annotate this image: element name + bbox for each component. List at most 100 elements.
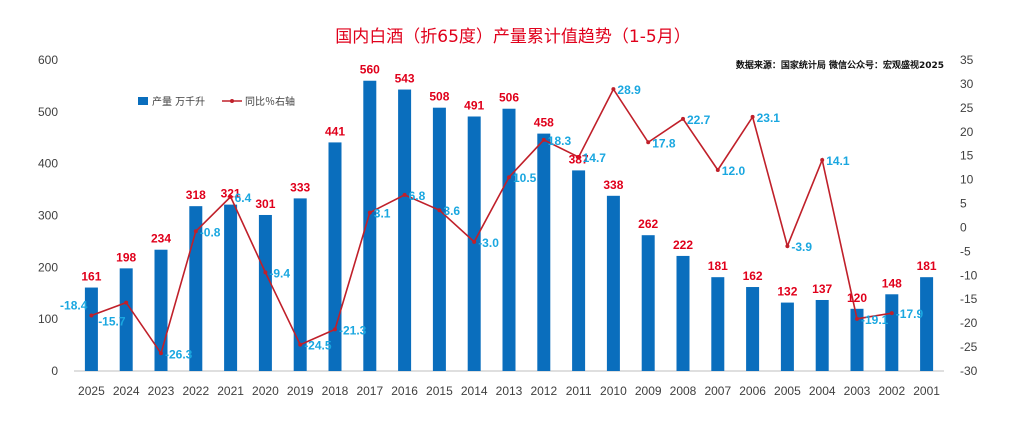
bar [189,206,203,371]
right-axis-tick: -10 [960,268,978,282]
bar [711,277,725,371]
left-axis-tick: 400 [38,157,58,171]
x-axis-tick: 2023 [148,384,175,398]
yoy-point [159,351,163,356]
bar-value-label: 560 [360,63,380,77]
yoy-value-label: -26.3 [165,347,193,361]
yoy-point [124,300,129,305]
x-axis-tick: 2017 [356,384,383,398]
yoy-point [820,157,825,162]
right-axis-tick: 15 [960,149,974,163]
x-axis-tick: 2007 [704,384,731,398]
right-axis-tick: -30 [960,364,978,378]
bar [606,195,620,371]
bar-value-label: 338 [603,178,623,192]
legend-line-label: 同比％右轴 [245,95,295,108]
bar-value-label: 137 [812,282,832,296]
yoy-value-label: -0.8 [200,225,221,239]
x-axis-tick: 2009 [635,384,662,398]
bar [850,308,864,371]
yoy-point [402,192,407,197]
yoy-value-label: 22.7 [687,113,711,127]
yoy-value-label: 17.8 [652,136,676,150]
yoy-value-label: -9.4 [269,266,290,280]
x-axis-tick: 2008 [670,384,697,398]
bar-value-label: 132 [777,285,797,299]
bar [885,294,899,371]
bar [815,299,829,371]
yoy-point [193,229,198,234]
right-axis: -30 -25 -20 -15 -10 -5 0 5 10 15 20 25 30 35 [960,53,978,378]
bar-value-label: 543 [395,72,415,86]
yoy-point [576,155,581,160]
bar-value-label: 262 [638,217,658,231]
bar [293,198,307,371]
bar-value-label: 506 [499,91,519,105]
x-axis-tick: 2024 [113,384,140,398]
bar-value-label: 222 [673,238,693,252]
x-axis-tick: 2019 [287,384,314,398]
left-axis-tick: 600 [38,53,58,67]
bar-value-label: 148 [882,276,902,290]
yoy-value-label: -3.9 [791,240,812,254]
bar [572,170,586,371]
legend-bar-label: 产量 万千升 [152,95,205,108]
bar-value-label: 508 [429,90,449,104]
right-axis-tick: -5 [960,244,971,258]
legend-line-marker [230,99,234,103]
data-source-note: 数据来源：国家统计局 微信公众号：宏观盛视2025 [736,59,944,71]
x-axis-tick: 2005 [774,384,801,398]
bar [398,89,412,372]
right-axis-tick: 35 [960,53,974,67]
yoy-value-label: 14.7 [583,151,607,165]
bar-value-label: 387 [569,152,589,166]
yoy-value-label: -24.5 [304,339,332,353]
yoy-line [91,87,892,356]
bar-value-label: 321 [221,187,241,201]
right-axis-tick: -25 [960,340,978,354]
bar [119,268,133,371]
bar [920,277,934,371]
legend: 产量 万千升 同比％右轴 [138,95,295,108]
yoy-point [889,311,894,316]
x-axis-tick: 2021 [217,384,244,398]
bar [432,107,446,371]
bar-value-label: 441 [325,124,345,138]
left-axis-tick: 300 [38,209,58,223]
right-axis-tick: 10 [960,173,974,187]
yoy-value-label: -17.9 [896,307,924,321]
x-axis-tick: 2010 [600,384,627,398]
yoy-point [785,244,790,249]
x-axis-tick: 2016 [391,384,418,398]
bar [746,287,760,371]
left-axis-tick: 200 [38,260,58,274]
bar [641,235,655,371]
yoy-point [855,316,859,321]
yoy-value-label: 3.1 [374,207,391,221]
left-axis: 0 100 200 300 400 500 600 [38,53,58,378]
yoy-point [263,270,268,275]
x-axis-tick: 2025 [78,384,105,398]
bar-value-label: 234 [151,232,171,246]
right-axis-tick: -20 [960,316,978,330]
yoy-value-label: 14.1 [826,154,850,168]
x-axis-tick: 2020 [252,384,279,398]
right-axis-tick: 30 [960,77,974,91]
yoy-value-label: 23.1 [757,111,781,125]
yoy-value-label: -18.4 [60,298,88,312]
left-axis-tick: 500 [38,105,58,119]
yoy-value-label: 28.9 [617,83,641,97]
x-axis-tick: 2022 [182,384,209,398]
bar-data-labels: 161 198 234 318 321 301 333 441 560 543 508 491 506 4… [81,63,937,305]
bar [780,302,794,371]
x-axis-tick: 2002 [878,384,905,398]
bar-value-label: 301 [255,197,275,211]
x-axis-tick: 2012 [530,384,557,398]
yoy-value-label: 10.5 [513,171,537,185]
bar-value-label: 198 [116,250,136,264]
bar-value-label: 491 [464,98,484,112]
yoy-value-label: 12.0 [722,164,746,178]
bar [537,133,551,371]
x-axis-tick: 2014 [461,384,488,398]
